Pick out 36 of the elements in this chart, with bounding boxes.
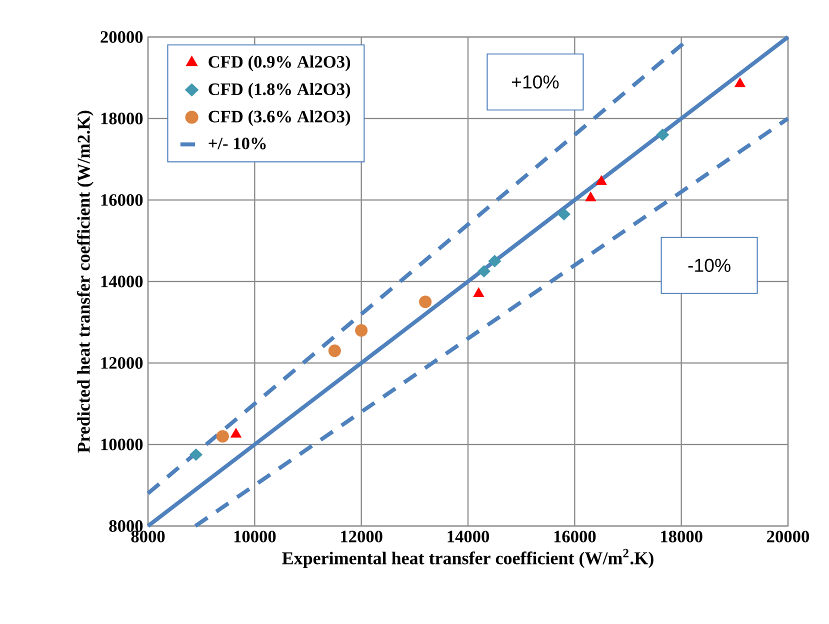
y-tick-label: 8000 (109, 520, 143, 532)
point (656, 128, 670, 141)
point (216, 430, 229, 443)
y-tick-label: 14000 (101, 276, 143, 288)
y-tick-label: 12000 (101, 357, 143, 369)
x-tick-label: 10000 (234, 530, 276, 542)
x-tick-label: 12000 (341, 530, 382, 542)
legend-label: CFD (0.9% Al2O3) (208, 56, 350, 72)
legend-label: +/- 10% (208, 138, 266, 150)
x-tick-label: 18000 (661, 530, 702, 542)
point (585, 192, 596, 202)
y-axis-title: Predicted heat transfer coefficient (W/m2.K) (76, 110, 94, 453)
y-tick-label: 10000 (101, 438, 143, 450)
point (478, 265, 490, 278)
x-tick-label: 20000 (767, 530, 810, 542)
y-tick-label: 20000 (100, 31, 143, 43)
point (558, 208, 570, 220)
legend-label: CFD (1.8% Al2O3) (208, 82, 350, 99)
point (190, 448, 202, 461)
point (328, 344, 341, 358)
point (488, 254, 502, 268)
x-tick-label: 14000 (448, 530, 490, 542)
x-tick-label: 16000 (554, 530, 596, 542)
point (230, 428, 242, 438)
x-axis-title: Experimental heat transfer coefficient (W/m$^{2}$.K) (282, 548, 654, 568)
point (734, 78, 746, 88)
y-tick-label: 16000 (101, 194, 143, 206)
point (419, 296, 432, 308)
annotation: +10% (512, 75, 559, 89)
x-tick-label: 8000 (131, 530, 165, 542)
point (473, 287, 484, 297)
annotation: -10% (688, 258, 730, 272)
point (596, 175, 607, 185)
point (355, 324, 368, 337)
y-tick-label: 18000 (101, 112, 143, 124)
legend-label: CFD (3.6% Al2O3) (208, 110, 350, 126)
